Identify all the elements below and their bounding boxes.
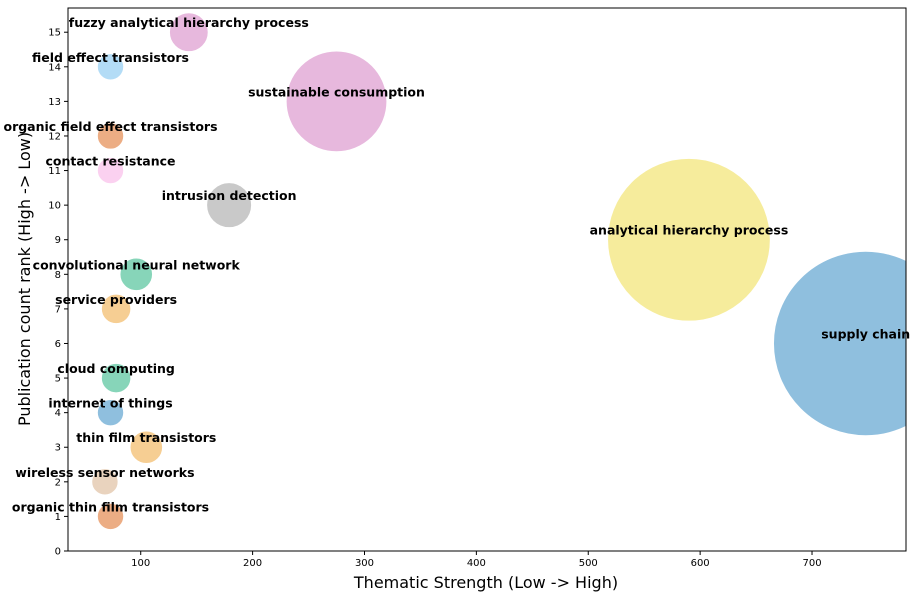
bubble-point bbox=[95, 51, 126, 82]
y-tick-label: 10 bbox=[48, 201, 61, 212]
bubble-point bbox=[95, 397, 126, 428]
x-tick-label: 300 bbox=[355, 558, 374, 569]
x-tick-label: 200 bbox=[243, 558, 262, 569]
bubble-label: cloud computing bbox=[57, 361, 174, 376]
x-tick-label: 500 bbox=[579, 558, 598, 569]
x-tick-label: 100 bbox=[131, 558, 150, 569]
bubble-label: thin film transistors bbox=[76, 430, 216, 445]
y-tick-label: 0 bbox=[55, 547, 61, 558]
axes-layer: 100 200 300 400 500 600 7000123456789101112131… bbox=[48, 7, 907, 569]
bubble-point bbox=[95, 501, 126, 532]
bubble-point bbox=[99, 292, 133, 326]
y-tick-label: 8 bbox=[55, 270, 61, 281]
y-tick-label: 3 bbox=[55, 443, 61, 454]
y-tick-label: 14 bbox=[48, 62, 61, 73]
bubble-point bbox=[284, 48, 389, 154]
x-tick-label: 700 bbox=[802, 558, 821, 569]
y-tick-label: 2 bbox=[55, 477, 61, 488]
bubble-point bbox=[167, 10, 211, 54]
y-tick-label: 7 bbox=[55, 304, 61, 315]
y-tick-label: 12 bbox=[48, 131, 61, 142]
bubble-point bbox=[128, 428, 165, 466]
bubble-point bbox=[204, 180, 254, 230]
bubble-labels-layer: fuzzy analytical hierarchy process field … bbox=[3, 15, 910, 514]
bubble-label: field effect transistors bbox=[32, 50, 189, 65]
bubble-label: sustainable consumption bbox=[248, 84, 425, 99]
bubble-point bbox=[89, 466, 121, 498]
bubble-label: organic field effect transistors bbox=[3, 119, 217, 134]
y-tick-label: 13 bbox=[48, 97, 61, 108]
bubbles-layer bbox=[89, 10, 906, 532]
bubble-label: internet of things bbox=[48, 396, 172, 411]
bubble-label: convolutional neural network bbox=[33, 257, 241, 272]
y-tick-label: 4 bbox=[55, 408, 61, 419]
bubble-point bbox=[95, 155, 126, 186]
y-tick-label: 9 bbox=[55, 235, 61, 246]
bubble-point bbox=[771, 249, 906, 438]
x-tick-label: 600 bbox=[691, 558, 710, 569]
y-tick-label: 1 bbox=[55, 512, 61, 523]
y-tick-label: 11 bbox=[48, 166, 61, 177]
bubble-label: analytical hierarchy process bbox=[590, 223, 789, 238]
bubble-point bbox=[117, 256, 155, 293]
x-axis-title: Thematic Strength (Low -> High) bbox=[353, 573, 618, 592]
x-tick-label: 400 bbox=[467, 558, 486, 569]
bubble-label: organic thin film transistors bbox=[12, 499, 209, 514]
bubble-label: wireless sensor networks bbox=[15, 465, 194, 480]
y-tick-label: 5 bbox=[55, 374, 61, 385]
bubble-label: fuzzy analytical hierarchy process bbox=[69, 15, 309, 30]
bubble-point bbox=[99, 361, 133, 395]
bubble-point bbox=[95, 120, 126, 152]
y-axis-title: Publication count rank (High -> Low) bbox=[15, 132, 34, 426]
y-tick-label: 6 bbox=[55, 339, 61, 350]
plot-frame bbox=[67, 7, 907, 552]
bubble-label: intrusion detection bbox=[162, 188, 297, 203]
bubble-label: service providers bbox=[55, 292, 177, 307]
y-tick-label: 15 bbox=[48, 28, 61, 39]
bubble-label: supply chain bbox=[821, 326, 910, 341]
bubble-label: contact resistance bbox=[45, 154, 175, 169]
bubble-point bbox=[605, 156, 773, 324]
